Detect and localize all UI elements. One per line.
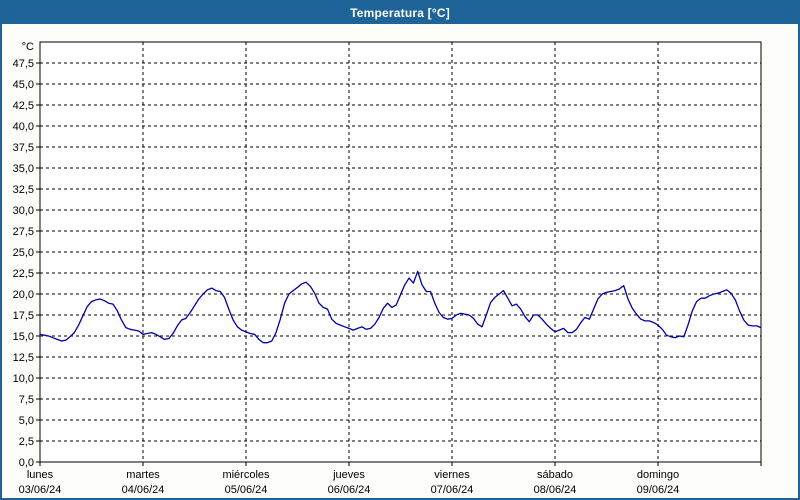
x-day-label: sábado <box>537 469 573 481</box>
x-day-label: jueves <box>332 469 365 481</box>
x-day-label: viernes <box>434 469 470 481</box>
y-tick-label: 25,0 <box>13 247 34 259</box>
x-date-label: 07/06/24 <box>431 484 474 496</box>
y-tick-label: 35,0 <box>13 163 34 175</box>
y-tick-label: 12,5 <box>13 352 34 364</box>
y-tick-label: 15,0 <box>13 331 34 343</box>
y-tick-label: 32,5 <box>13 184 34 196</box>
x-date-label: 05/06/24 <box>225 484 268 496</box>
temperature-chart: 0,0 2,5 5,0 7,5 10,0 12,5 15,0 17,5 20,0 22,5 25,0… <box>13 41 762 496</box>
y-tick-label: 45,0 <box>13 79 34 91</box>
y-tick-label: 37,5 <box>13 142 34 154</box>
window-title: Temperatura [°C] <box>350 6 450 20</box>
x-day-label: martes <box>126 469 160 481</box>
y-tick-label: 10,0 <box>13 373 34 385</box>
y-tick-label: 17,5 <box>13 310 34 322</box>
x-date-label: 09/06/24 <box>637 484 680 496</box>
y-tick-label: 40,0 <box>13 121 34 133</box>
y-tick-label: 2,5 <box>19 436 34 448</box>
x-day-label: lunes <box>27 469 54 481</box>
y-tick-label: 22,5 <box>13 268 34 280</box>
y-tick-label: 5,0 <box>19 415 34 427</box>
y-tick-label: 30,0 <box>13 205 34 217</box>
y-tick-label: 27,5 <box>13 226 34 238</box>
y-tick-label: 0,0 <box>19 457 34 469</box>
x-date-label: 04/06/24 <box>122 484 165 496</box>
y-tick-label: 20,0 <box>13 289 34 301</box>
x-date-label: 03/06/24 <box>19 484 62 496</box>
x-date-label: 08/06/24 <box>534 484 577 496</box>
title-bar: Temperatura [°C] <box>2 2 798 24</box>
y-tick-label: 7,5 <box>19 394 34 406</box>
x-day-label: domingo <box>637 469 679 481</box>
temperature-line <box>39 270 762 344</box>
y-tick-label: 47,5 <box>13 58 34 70</box>
x-date-label: 06/06/24 <box>328 484 371 496</box>
x-day-label: miércoles <box>222 469 270 481</box>
y-axis-unit-label: °C <box>22 41 34 53</box>
y-tick-label: 42,5 <box>13 100 34 112</box>
